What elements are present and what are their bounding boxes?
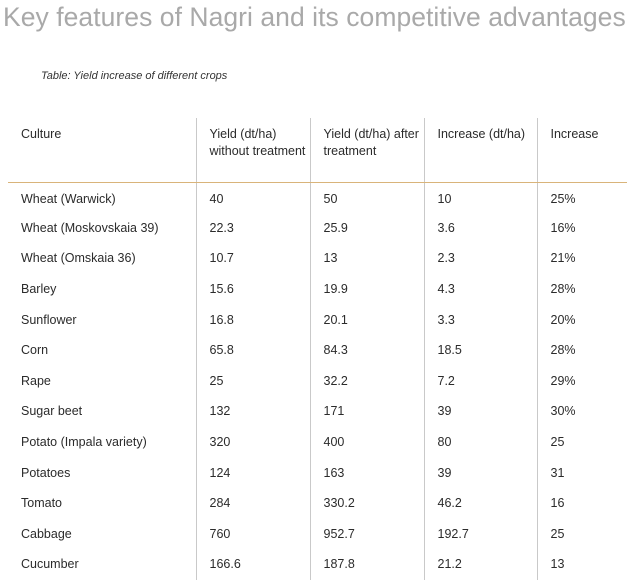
cell-increase-percent: 21% <box>536 243 627 274</box>
cell-increase-percent: 25 <box>536 426 627 458</box>
cell-yield-without: 40 <box>195 182 310 213</box>
cell-increase: 46.2 <box>423 487 537 519</box>
cell-increase-percent: 13 <box>536 549 627 580</box>
cell-increase-percent: 29% <box>536 365 627 397</box>
table-row: Sugar beet 132 171 39 30% <box>8 396 627 427</box>
table-row: Cabbage 760 952.7 192.7 25 <box>8 518 627 550</box>
cell-yield-without: 284 <box>195 487 310 519</box>
table-row: Barley 15.6 19.9 4.3 28% <box>8 273 627 305</box>
cell-yield-after: 952.7 <box>309 518 424 550</box>
cell-increase-percent: 25% <box>536 182 627 213</box>
cell-yield-after: 400 <box>309 426 424 458</box>
cell-culture: Wheat (Warwick) <box>21 191 116 206</box>
cell-yield-without: 22.3 <box>195 212 310 244</box>
cell-culture: Tomato <box>21 496 62 511</box>
cell-increase: 39 <box>423 396 537 427</box>
cell-increase: 7.2 <box>423 365 537 397</box>
yield-table: Culture Yield (dt/ha) without treatment … <box>8 118 627 580</box>
header-increase-dt-ha: Increase (dt/ha) <box>423 118 537 183</box>
cell-increase-percent: 28% <box>536 273 627 305</box>
cell-yield-after: 330.2 <box>309 487 424 519</box>
cell-increase-percent: 16% <box>536 212 627 244</box>
table-caption: Table: Yield increase of different crops <box>41 70 228 82</box>
header-increase-percent: Increase <box>536 118 627 183</box>
table-header-row: Culture Yield (dt/ha) without treatment … <box>8 118 627 183</box>
cell-culture: Wheat (Moskovskaia 39) <box>21 220 159 235</box>
table-row: Sunflower 16.8 20.1 3.3 20% <box>8 304 627 335</box>
cell-yield-after: 187.8 <box>309 549 424 580</box>
cell-yield-after: 13 <box>309 243 424 274</box>
cell-increase-percent: 28% <box>536 334 627 366</box>
cell-culture: Sugar beet <box>21 404 83 419</box>
cell-increase-percent: 31 <box>536 457 627 488</box>
table-row: Wheat (Omskaia 36) 10.7 13 2.3 21% <box>8 243 627 274</box>
cell-increase: 192.7 <box>423 518 537 550</box>
table-row: Potatoes 124 163 39 31 <box>8 457 627 488</box>
cell-increase: 4.3 <box>423 273 537 305</box>
header-culture: Culture <box>8 118 196 183</box>
cell-culture: Barley <box>21 282 57 297</box>
cell-yield-without: 320 <box>195 426 310 458</box>
cell-increase-percent: 30% <box>536 396 627 427</box>
cell-culture: Potatoes <box>21 465 71 480</box>
cell-increase-percent: 20% <box>536 304 627 335</box>
cell-yield-without: 15.6 <box>195 273 310 305</box>
cell-increase-percent: 16 <box>536 487 627 519</box>
table-row: Tomato 284 330.2 46.2 16 <box>8 487 627 519</box>
cell-yield-without: 124 <box>195 457 310 488</box>
cell-culture: Cabbage <box>21 526 72 541</box>
table-row: Potato (Impala variety) 320 400 80 25 <box>8 426 627 458</box>
cell-increase: 10 <box>423 182 537 213</box>
table-row: Rape 25 32.2 7.2 29% <box>8 365 627 397</box>
cell-increase: 18.5 <box>423 334 537 366</box>
cell-culture: Cucumber <box>21 557 79 572</box>
cell-yield-after: 84.3 <box>309 334 424 366</box>
cell-culture: Corn <box>21 343 49 358</box>
cell-yield-after: 19.9 <box>309 273 424 305</box>
cell-increase: 21.2 <box>423 549 537 580</box>
cell-increase-percent: 25 <box>536 518 627 550</box>
table-row: Cucumber 166.6 187.8 21.2 13 <box>8 549 627 580</box>
cell-yield-without: 16.8 <box>195 304 310 335</box>
cell-yield-without: 760 <box>195 518 310 550</box>
cell-yield-without: 10.7 <box>195 243 310 274</box>
cell-yield-after: 25.9 <box>309 212 424 244</box>
cell-yield-after: 163 <box>309 457 424 488</box>
table-row: Wheat (Moskovskaia 39) 22.3 25.9 3.6 16% <box>8 212 627 244</box>
cell-yield-after: 20.1 <box>309 304 424 335</box>
table-row: Corn 65.8 84.3 18.5 28% <box>8 334 627 366</box>
header-yield-after-treatment: Yield (dt/ha) after treatment <box>309 118 424 183</box>
table-row: Wheat (Warwick) 40 50 10 25% <box>8 182 627 213</box>
cell-increase: 2.3 <box>423 243 537 274</box>
cell-culture: Potato (Impala variety) <box>21 435 147 450</box>
cell-yield-after: 32.2 <box>309 365 424 397</box>
cell-yield-without: 25 <box>195 365 310 397</box>
cell-yield-after: 171 <box>309 396 424 427</box>
cell-culture: Wheat (Omskaia 36) <box>21 251 136 266</box>
cell-increase: 3.6 <box>423 212 537 244</box>
header-yield-without-treatment: Yield (dt/ha) without treatment <box>195 118 310 183</box>
cell-increase: 3.3 <box>423 304 537 335</box>
cell-yield-without: 65.8 <box>195 334 310 366</box>
cell-increase: 39 <box>423 457 537 488</box>
cell-culture: Rape <box>21 373 51 388</box>
cell-yield-without: 166.6 <box>195 549 310 580</box>
cell-culture: Sunflower <box>21 312 77 327</box>
cell-yield-after: 50 <box>309 182 424 213</box>
page-title: Key features of Nagri and its competitiv… <box>3 2 626 32</box>
cell-yield-without: 132 <box>195 396 310 427</box>
cell-increase: 80 <box>423 426 537 458</box>
